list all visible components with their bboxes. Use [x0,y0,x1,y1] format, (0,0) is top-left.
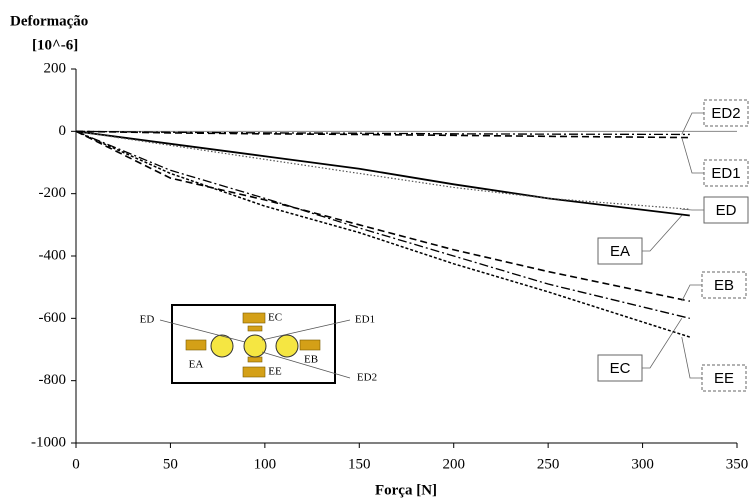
callout-box [703,99,749,127]
inset-diagram: ED EC ED1 EA EB EE ED2 [140,304,377,384]
x-tick-label: 150 [348,456,371,472]
y-tick-label: -1000 [31,434,66,450]
callout-box [597,354,643,382]
callout-leader [681,208,704,211]
inset-label: ED [140,314,155,326]
callout: EA [597,215,683,265]
inset-label: ED1 [355,314,375,326]
callout-label: ED [716,202,737,219]
callout-label: EB [714,277,734,294]
x-tick-label: 50 [163,456,178,472]
inset-label: ED2 [357,372,377,384]
y-tick-label: -800 [39,372,67,388]
callout-box [701,271,747,299]
inset-label: EE [268,366,282,378]
y-title: Deformação [10,13,88,29]
series-line [75,130,690,136]
series-line [75,130,690,319]
series-line [75,130,690,302]
callout: EB [681,271,747,302]
callout: ED2 [681,99,749,135]
inset-label: EA [189,359,204,371]
callout-leader [681,284,702,302]
callout-label: EC [610,360,631,377]
x-tick-label: 300 [631,456,654,472]
callout-leader [642,318,683,369]
series-line [75,130,691,338]
y-tick-label: -400 [39,247,67,263]
callout-box [597,237,643,265]
callout-leader [642,215,683,252]
callout-box [703,159,749,187]
callout: ED [681,196,749,224]
callout-label: ED1 [711,165,740,182]
callout-leader [681,137,704,174]
x-tick-label: 250 [537,456,560,472]
x-tick-label: 100 [254,456,277,472]
inset-label: EB [304,354,318,366]
y-tick-label: 0 [59,123,67,139]
inset-label: EC [268,312,282,324]
y-tick-label: 200 [44,60,67,76]
y-tick-label: -600 [39,310,67,326]
callout-label: ED2 [711,105,740,122]
series-line [75,130,690,139]
y-tick-label: -200 [39,185,67,201]
callout-label: EE [714,370,734,387]
callout-leader [681,336,702,379]
callout: EC [597,318,683,382]
callout-box [703,196,749,224]
y-title: [10^-6] [32,37,78,53]
x-tick-label: 200 [442,456,465,472]
x-title: Força [N] [375,482,437,498]
callout: ED1 [681,137,749,187]
callout-leader [681,112,704,135]
callout-box [701,364,747,392]
x-tick-label: 350 [726,456,749,472]
callout-label: EA [610,243,630,260]
series-line [75,130,690,217]
x-tick-label: 0 [72,456,80,472]
callout: EE [681,336,747,392]
series-line [75,130,690,210]
